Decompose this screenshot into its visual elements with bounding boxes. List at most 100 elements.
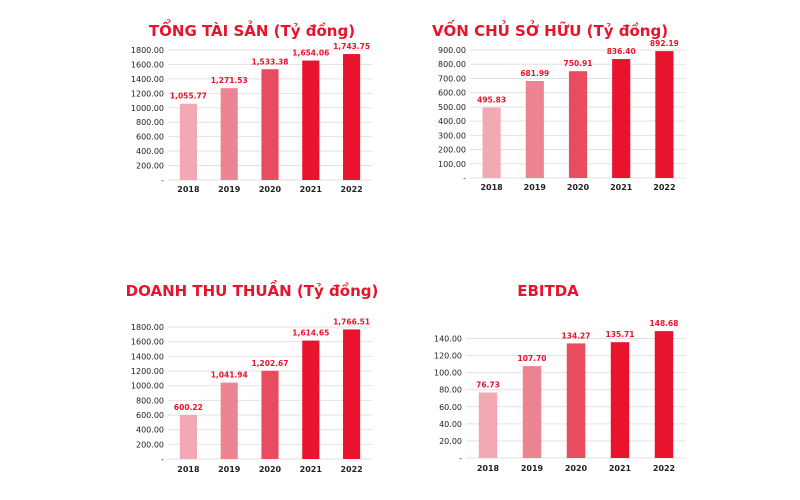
y-tick-label: 600.00 [136, 133, 164, 142]
chart-2: VỐN CHỦ SỞ HỮU (Tỷ đồng) - 100.00 200.00 300… [432, 19, 686, 192]
y-tick-label: 300.00 [438, 131, 466, 140]
chart-title: VỐN CHỦ SỞ HỮU (Tỷ đồng) [432, 19, 668, 40]
y-tick-label: 120.00 [434, 352, 462, 361]
bar-2022 [655, 51, 674, 178]
data-label: 134.27 [562, 331, 591, 340]
x-tick-label: 2021 [609, 464, 632, 473]
bar-2021 [610, 342, 630, 458]
bar-2018 [179, 103, 197, 180]
y-tick-label: 600.00 [438, 89, 466, 98]
bar-2019 [220, 88, 238, 180]
data-label: 135.71 [606, 330, 635, 339]
y-tick-label: 1800.00 [131, 46, 164, 55]
data-label: 1,202.67 [251, 359, 288, 368]
y-tick-label: 20.00 [439, 437, 462, 446]
chart-title: TỔNG TÀI SẢN (Tỷ đồng) [149, 18, 355, 40]
y-tick-label: 200.00 [136, 162, 164, 171]
bar-2022 [343, 329, 361, 459]
data-label: 1,654.06 [292, 49, 329, 58]
bar-2022 [654, 331, 674, 458]
y-tick-label: 700.00 [438, 74, 466, 83]
data-label: 107.70 [518, 354, 547, 363]
x-tick-label: 2020 [567, 183, 590, 192]
y-tick-label: 80.00 [439, 386, 462, 395]
x-tick-label: 2018 [480, 183, 503, 192]
y-tick-label: 1000.00 [131, 382, 164, 391]
y-tick-label: 1400.00 [131, 75, 164, 84]
bar-2020 [566, 343, 586, 458]
y-tick-label: 100.00 [438, 160, 466, 169]
data-label: 1,041.94 [211, 371, 248, 380]
x-tick-label: 2022 [340, 185, 362, 194]
y-tick-label: - [459, 454, 462, 463]
y-tick-label: 800.00 [136, 396, 164, 405]
bar-2018 [478, 392, 498, 458]
y-tick-label: 1000.00 [131, 104, 164, 113]
x-tick-label: 2019 [521, 464, 544, 473]
y-tick-label: 100.00 [434, 369, 462, 378]
data-label: 1,271.53 [211, 76, 248, 85]
y-tick-label: 900.00 [438, 46, 466, 55]
bar-2018 [179, 414, 197, 459]
bar-2020 [568, 71, 588, 178]
chart-3: DOANH THU THUẦN (Tỷ đồng) - 200.00 400.00 60… [126, 279, 379, 474]
bar-2019 [522, 366, 542, 458]
x-tick-label: 2022 [653, 183, 675, 192]
data-label: 836.40 [607, 47, 636, 56]
x-tick-label: 2019 [218, 185, 241, 194]
x-tick-label: 2020 [565, 464, 588, 473]
data-label: 1,743.75 [333, 42, 370, 51]
chart-4: EBITDA - 20.00 40.00 60.00 80.00 100.00 120.00 1… [434, 282, 686, 473]
data-label: 892.19 [650, 39, 679, 48]
y-tick-label: 40.00 [439, 420, 462, 429]
x-tick-label: 2021 [300, 465, 323, 474]
y-tick-label: 200.00 [438, 146, 466, 155]
data-label: 1,766.51 [333, 317, 370, 326]
y-tick-label: 60.00 [439, 403, 462, 412]
y-tick-label: 1200.00 [131, 89, 164, 98]
x-tick-label: 2018 [177, 185, 200, 194]
y-tick-label: 400.00 [136, 147, 164, 156]
y-tick-label: - [161, 176, 164, 185]
x-tick-label: 2018 [177, 465, 200, 474]
y-tick-label: 600.00 [136, 411, 164, 420]
x-tick-label: 2020 [259, 465, 282, 474]
bar-2022 [343, 54, 361, 180]
bar-2021 [302, 60, 320, 180]
y-tick-label: 140.00 [434, 335, 462, 344]
data-label: 1,533.38 [251, 57, 288, 66]
y-tick-label: 500.00 [438, 103, 466, 112]
y-tick-label: 1600.00 [131, 60, 164, 69]
y-tick-label: 1600.00 [131, 338, 164, 347]
y-tick-label: 1800.00 [131, 323, 164, 332]
x-tick-label: 2020 [259, 185, 282, 194]
bar-2021 [302, 340, 320, 459]
y-tick-label: 1400.00 [131, 352, 164, 361]
y-tick-label: - [463, 174, 466, 183]
data-label: 495.83 [477, 95, 506, 104]
x-tick-label: 2022 [340, 465, 362, 474]
bar-2020 [261, 370, 279, 459]
y-tick-label: - [161, 455, 164, 464]
bar-2020 [261, 69, 279, 180]
bar-2018 [482, 107, 501, 178]
bar-2019 [220, 382, 238, 459]
y-tick-label: 200.00 [136, 440, 164, 449]
x-tick-label: 2018 [477, 464, 500, 473]
data-label: 681.99 [520, 69, 549, 78]
x-tick-label: 2021 [300, 185, 323, 194]
x-tick-label: 2022 [653, 464, 675, 473]
bar-2021 [612, 59, 631, 178]
chart-1: TỔNG TÀI SẢN (Tỷ đồng) - 200.00 400.00 600.0… [131, 18, 372, 194]
y-tick-label: 800.00 [136, 118, 164, 127]
x-tick-label: 2019 [524, 183, 547, 192]
x-tick-label: 2019 [218, 465, 241, 474]
data-label: 1,614.65 [292, 329, 329, 338]
y-tick-label: 1200.00 [131, 367, 164, 376]
x-tick-label: 2021 [610, 183, 633, 192]
chart-title: DOANH THU THUẦN (Tỷ đồng) [126, 279, 379, 300]
data-label: 600.22 [174, 403, 203, 412]
chart-title: EBITDA [517, 282, 579, 300]
data-label: 148.68 [650, 319, 679, 328]
